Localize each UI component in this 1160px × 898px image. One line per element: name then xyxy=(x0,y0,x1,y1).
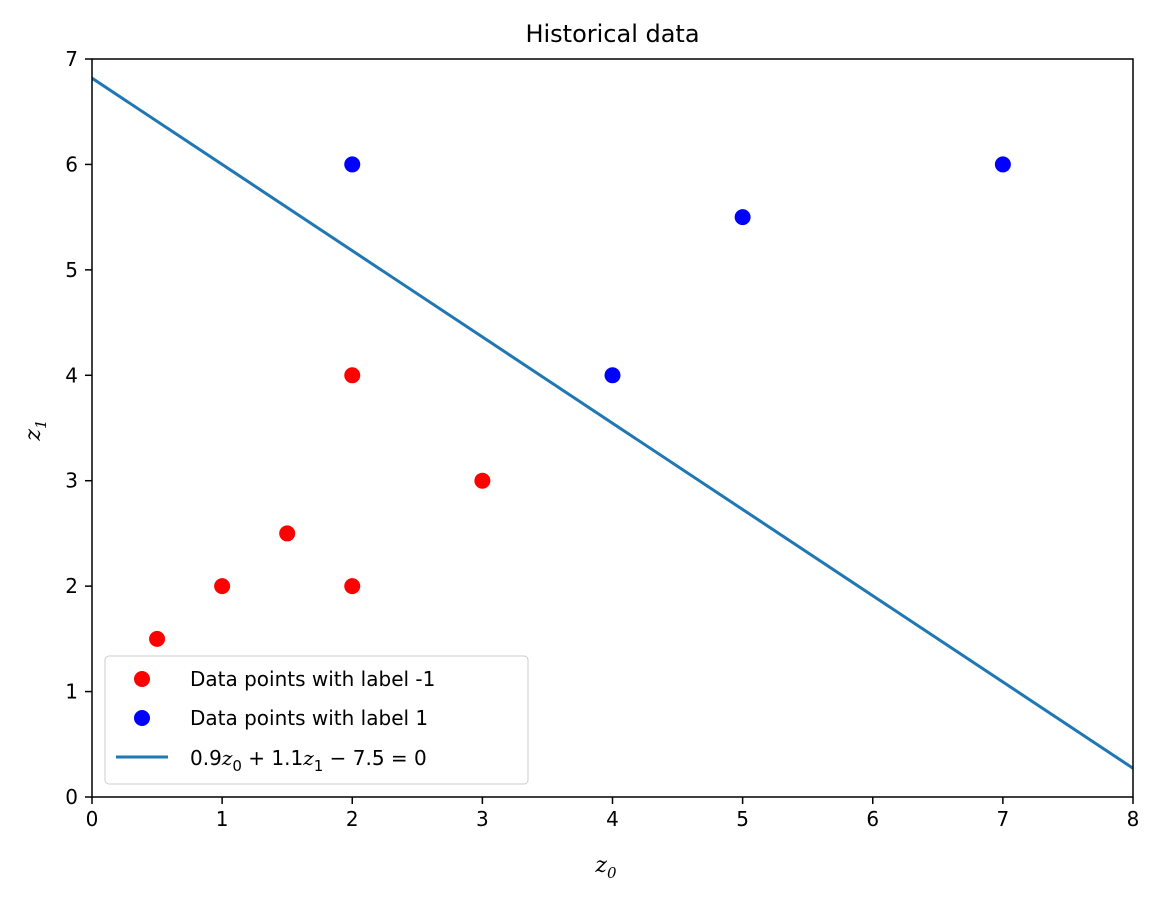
data-point-label-neg1 xyxy=(474,472,491,489)
chart-title: Historical data xyxy=(525,20,699,48)
y-axis-label: z1 xyxy=(21,419,50,441)
y-tick-label: 0 xyxy=(65,785,78,809)
x-tick-label: 2 xyxy=(346,807,359,831)
x-tick-label: 6 xyxy=(866,807,879,831)
data-point-label-1 xyxy=(344,156,361,173)
data-point-label-neg1 xyxy=(149,630,166,647)
x-axis-label: z0 xyxy=(594,853,617,882)
data-point-label-neg1 xyxy=(279,525,296,542)
y-tick-label: 2 xyxy=(65,574,78,598)
data-point-label-1 xyxy=(994,156,1011,173)
y-tick-label: 5 xyxy=(65,258,78,282)
legend-label-1: Data points with label 1 xyxy=(190,706,428,730)
x-axis: 0 1 2 3 4 5 6 7 8 xyxy=(86,797,1140,831)
data-point-label-1 xyxy=(734,209,751,226)
data-point-label-1 xyxy=(604,367,621,384)
x-tick-label: 8 xyxy=(1127,807,1140,831)
y-tick-label: 4 xyxy=(65,363,78,387)
x-tick-label: 4 xyxy=(606,807,619,831)
y-tick-label: 7 xyxy=(65,47,78,71)
x-tick-label: 1 xyxy=(216,807,229,831)
data-point-label-neg1 xyxy=(344,578,361,595)
legend-marker-label-neg1 xyxy=(134,671,150,687)
data-point-label-neg1 xyxy=(214,578,231,595)
legend-box xyxy=(104,655,529,785)
y-tick-label: 1 xyxy=(65,680,78,704)
legend-label-boundary: 0.9z0 + 1.1z1 − 7.5 = 0 xyxy=(190,746,427,775)
plot-area xyxy=(92,76,1133,770)
legend-marker-label-1 xyxy=(134,710,150,726)
y-tick-label: 6 xyxy=(65,152,78,176)
x-tick-label: 5 xyxy=(736,807,749,831)
x-tick-label: 0 xyxy=(86,807,99,831)
y-axis: 0 1 2 3 4 5 6 7 xyxy=(65,47,92,809)
decision-boundary-line xyxy=(92,76,1133,770)
legend: Data points with label -1 Data points wi… xyxy=(104,655,529,785)
legend-label-neg1: Data points with label -1 xyxy=(190,667,435,691)
x-tick-label: 3 xyxy=(476,807,489,831)
data-point-label-neg1 xyxy=(344,367,361,384)
y-tick-label: 3 xyxy=(65,469,78,493)
x-tick-label: 7 xyxy=(997,807,1010,831)
